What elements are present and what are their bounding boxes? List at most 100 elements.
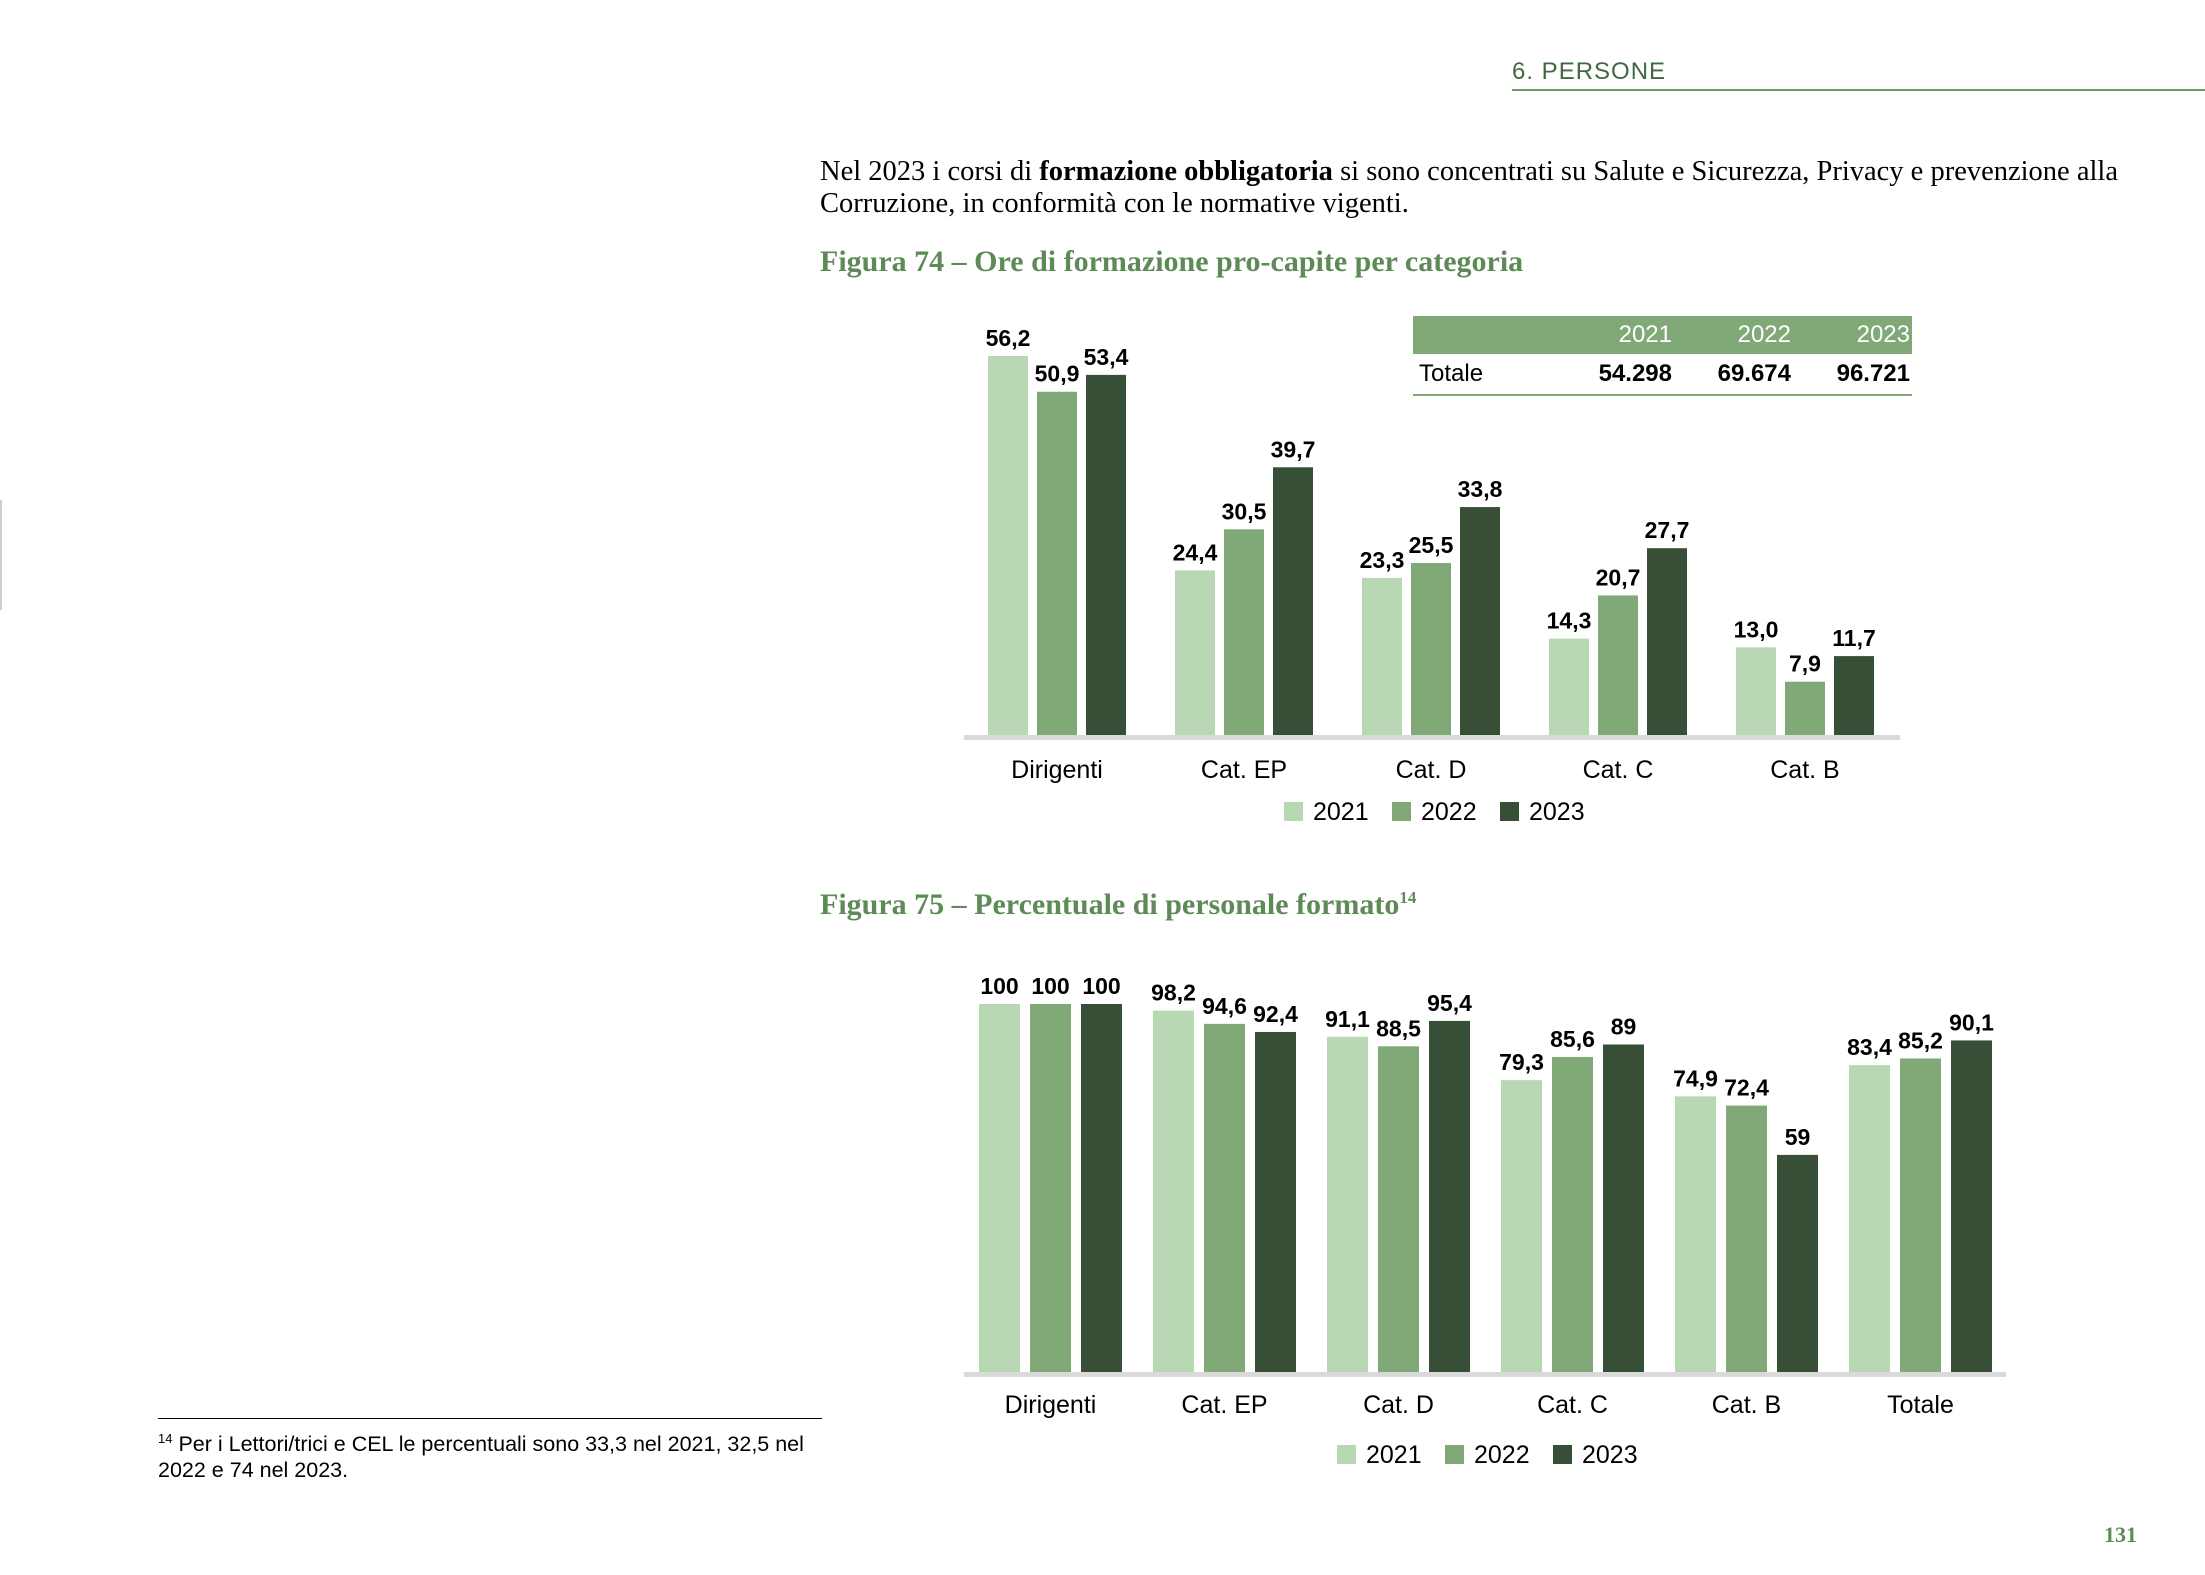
intro-text-end: si sono concentrati su Salute e Sicurezz… <box>820 156 2118 219</box>
fig74-data-label: 53,4 <box>1084 344 1129 370</box>
page-number: 131 <box>2104 1522 2137 1547</box>
totals-header-row: 2021 2022 2023 <box>1413 316 1912 354</box>
fig75-bar <box>1153 1010 1194 1372</box>
fig75-data-label: 100 <box>1082 973 1120 999</box>
figure-75-title-text: Figura 75 – Percentuale di personale for… <box>820 888 1400 921</box>
fig75-legend-label: 2023 <box>1582 1441 1638 1469</box>
fig75-data-label: 98,2 <box>1151 980 1196 1006</box>
fig74-data-label: 24,4 <box>1173 539 1218 565</box>
section-header: 6. PERSONE <box>1512 58 1667 85</box>
fig74-bar <box>1411 563 1451 735</box>
intro-bold-text: formazione obbligatoria <box>1039 156 1333 187</box>
fig75-x-axis <box>964 1372 2006 1377</box>
fig74-bar <box>1460 507 1500 735</box>
fig75-bar <box>1255 1031 1296 1372</box>
fig75-data-label: 85,6 <box>1550 1026 1595 1052</box>
footnote-mark: 14 <box>158 1431 173 1446</box>
fig75-category-label: Cat. D <box>1363 1391 1434 1419</box>
fig75-data-label: 100 <box>1031 973 1069 999</box>
footnote-rule <box>158 1418 822 1419</box>
footnote-text: Per i Lettori/trici e CEL le percentuali… <box>158 1432 804 1483</box>
fig75-legend-swatch <box>1553 1445 1572 1464</box>
fig74-bar <box>1362 577 1402 735</box>
fig75-legend-label: 2022 <box>1474 1441 1530 1469</box>
totals-value: 69.674 <box>1674 354 1793 396</box>
fig74-data-label: 14,3 <box>1547 608 1592 634</box>
fig75-data-label: 95,4 <box>1427 990 1472 1016</box>
fig74-legend-swatch <box>1500 802 1519 821</box>
fig74-bar <box>1037 391 1077 735</box>
fig75-data-label: 83,4 <box>1847 1034 1892 1060</box>
fig75-category-label: Cat. EP <box>1181 1391 1267 1419</box>
fig74-bar <box>1273 467 1313 735</box>
fig75-data-label: 88,5 <box>1376 1015 1421 1041</box>
fig74-data-label: 23,3 <box>1360 547 1405 573</box>
fig75-category-label: Dirigenti <box>1005 1391 1097 1419</box>
totals-year-header: 2022 <box>1674 316 1793 354</box>
fig74-bar <box>1736 647 1776 735</box>
fig75-data-label: 91,1 <box>1325 1006 1370 1032</box>
fig74-data-label: 20,7 <box>1596 564 1641 590</box>
fig75-data-label: 100 <box>980 973 1018 999</box>
fig75-data-label: 92,4 <box>1253 1001 1298 1027</box>
fig75-legend-swatch <box>1445 1445 1464 1464</box>
fig75-bar <box>1552 1056 1593 1372</box>
intro-paragraph: Nel 2023 i corsi di formazione obbligato… <box>820 156 2120 220</box>
fig75-category-label: Cat. B <box>1712 1391 1781 1419</box>
totals-value: 54.298 <box>1555 354 1674 396</box>
fig74-bar <box>988 356 1028 735</box>
totals-year-header: 2021 <box>1555 316 1674 354</box>
fig75-bar <box>1030 1004 1071 1372</box>
totals-header-blank <box>1413 316 1555 354</box>
fig74-data-label: 25,5 <box>1409 532 1454 558</box>
fig74-bar <box>1086 374 1126 735</box>
fig74-bar <box>1785 681 1825 735</box>
fig74-data-label: 27,7 <box>1645 517 1690 543</box>
fig74-data-label: 39,7 <box>1271 436 1316 462</box>
fig75-bar <box>1429 1020 1470 1372</box>
fig75-bar <box>979 1004 1020 1372</box>
fig74-category-label: Cat. D <box>1396 756 1467 784</box>
intro-text-start: Nel 2023 i corsi di <box>820 156 1040 187</box>
fig74-category-label: Cat. C <box>1583 756 1654 784</box>
fig75-bar <box>1081 1004 1122 1372</box>
totals-value: 96.721 <box>1793 354 1912 396</box>
fig74-category-label: Cat. B <box>1770 756 1839 784</box>
fig75-legend-label: 2021 <box>1366 1441 1422 1469</box>
fig74-data-label: 7,9 <box>1789 651 1821 677</box>
fig74-category-label: Dirigenti <box>1011 756 1103 784</box>
fig74-category-label: Cat. EP <box>1201 756 1287 784</box>
fig75-legend-swatch <box>1337 1445 1356 1464</box>
footnote-reference: 14 <box>1399 888 1417 907</box>
fig75-bar <box>1501 1080 1542 1372</box>
totals-year-header: 2023 <box>1793 316 1912 354</box>
fig74-bar <box>1224 529 1264 735</box>
fig75-bar <box>1603 1044 1644 1372</box>
fig74-legend-swatch <box>1284 802 1303 821</box>
footnote: 14 Per i Lettori/trici e CEL le percentu… <box>158 1426 838 1483</box>
fig75-bar <box>1849 1065 1890 1372</box>
fig74-data-label: 56,2 <box>986 325 1031 351</box>
fig74-bar <box>1549 638 1589 735</box>
fig74-x-axis <box>964 735 1900 740</box>
fig75-bar <box>1900 1058 1941 1372</box>
fig74-bar <box>1598 595 1638 735</box>
figure-74-title: Figura 74 – Ore di formazione pro-capite… <box>820 245 1524 278</box>
fig75-bar <box>1777 1154 1818 1372</box>
fig74-legend-label: 2022 <box>1421 798 1477 826</box>
fig74-legend-swatch <box>1392 802 1411 821</box>
fig74-legend-label: 2023 <box>1529 798 1585 826</box>
fig74-data-label: 33,8 <box>1458 476 1503 502</box>
totals-row-label: Totale <box>1413 354 1555 396</box>
fig75-category-label: Totale <box>1887 1391 1954 1419</box>
page-edge-mark <box>0 500 2 610</box>
section-rule <box>1512 89 2205 91</box>
fig75-bar <box>1327 1036 1368 1372</box>
fig75-data-label: 74,9 <box>1673 1065 1718 1091</box>
fig75-category-label: Cat. C <box>1537 1391 1608 1419</box>
fig75-data-label: 72,4 <box>1724 1075 1769 1101</box>
fig75-bar <box>1378 1046 1419 1372</box>
fig75-data-label: 89 <box>1611 1013 1637 1039</box>
fig75-bar <box>1204 1023 1245 1372</box>
